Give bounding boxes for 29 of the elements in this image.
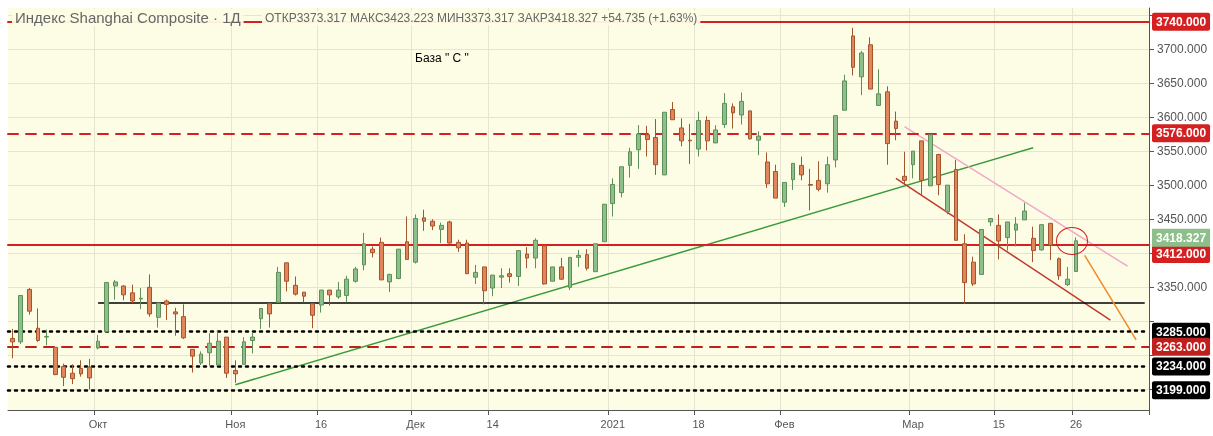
x-tick-label: Мар [902,417,924,430]
ref-line-label: 3285.000 [1156,324,1207,339]
x-tick-label: 16 [315,417,328,430]
ref-line-label: 3412.000 [1156,247,1207,262]
ref-line-label: 3234.000 [1156,359,1207,374]
y-tick-label: 3500.000 [1157,178,1208,193]
x-tick-label: 2021 [600,417,626,430]
x-tick-label: 18 [692,417,705,430]
y-tick-label: 3650.000 [1157,75,1208,90]
x-tick-label: 15 [992,417,1005,430]
y-tick-label: 3550.000 [1157,144,1208,159]
x-tick-label: 26 [1069,417,1083,430]
y-tick-label: 3600.000 [1157,110,1208,125]
ref-line-label: 3199.000 [1156,383,1207,398]
annotation: База " C " [415,51,469,65]
x-tick-label: 14 [486,417,499,430]
x-tick-label: Окт [88,417,108,430]
x-tick-label: Фев [774,417,795,430]
x-tick-label: Ноя [225,417,246,430]
x-tick-label: Дек [406,417,425,430]
y-tick-label: 3450.000 [1157,212,1208,227]
ref-line-label: 3576.000 [1156,126,1207,141]
ref-line-label: 3740.000 [1156,14,1207,29]
text: 3418.327 [1156,230,1207,245]
y-tick-label: 3350.000 [1157,280,1208,295]
chart-title: Индекс Shanghai Composite · 1Д [15,9,241,26]
y-tick-label: 3700.000 [1157,41,1208,56]
chart-subtitle: ОТКР3373.317 МАКС3423.223 МИН3373.317 ЗАКР3418.327 +54.735 (+1.63%) [265,11,698,25]
ref-line-label: 3263.000 [1156,339,1207,354]
